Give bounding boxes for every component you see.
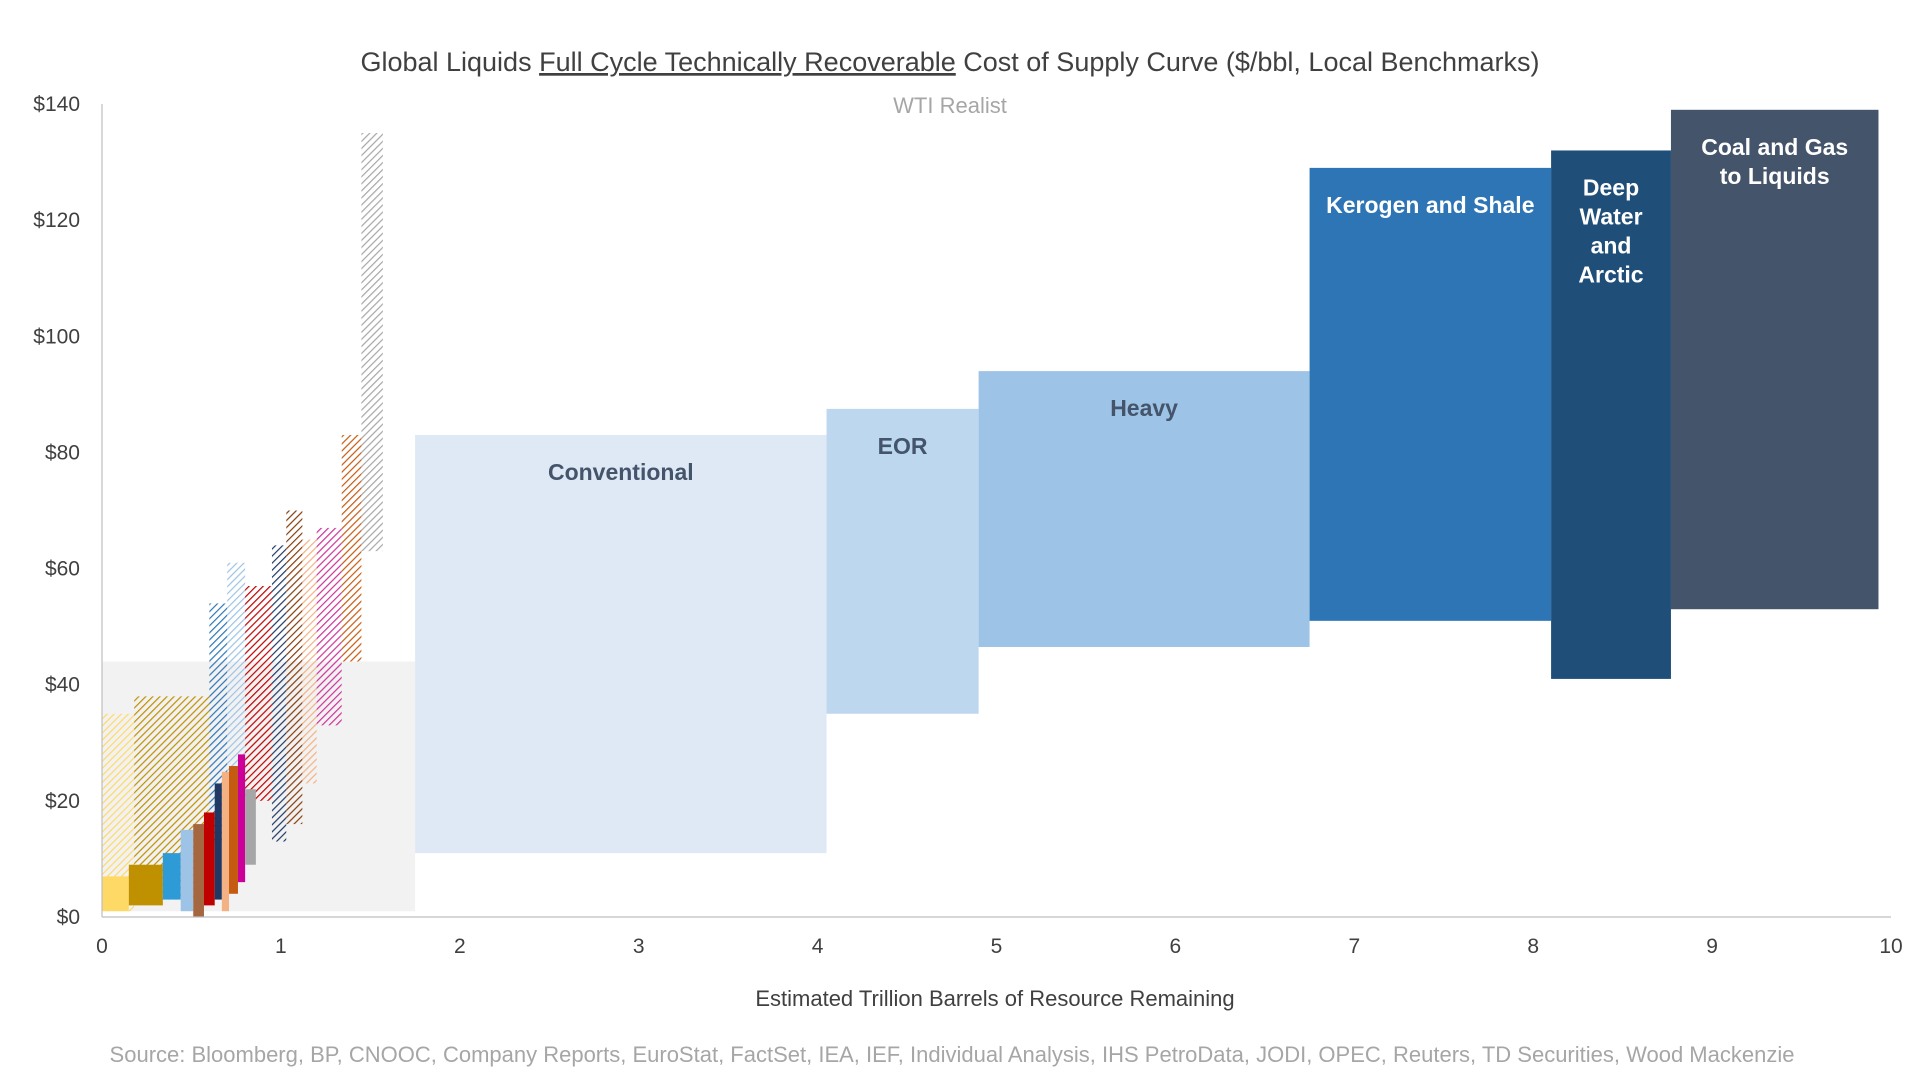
y-axis: $0 $20 $40 $60 $80 $100 $120 $140 [33,93,103,929]
segment-label: Kerogen and Shale [1326,192,1534,218]
x-tick-label: 1 [275,935,287,958]
y-tick-label: $40 [45,674,80,697]
y-tick-label: $20 [45,790,80,813]
chart-title-part-1: Global Liquids [360,47,539,77]
x-tick-label: 9 [1706,935,1718,958]
segment-bar [978,371,1310,647]
segment-bar [415,435,827,854]
chart-title: Global Liquids Full Cycle Technically Re… [360,47,1539,77]
solid-bar [203,812,215,906]
y-tick-label: $60 [45,558,80,581]
source-note: Source: Bloomberg, BP, CNOOC, Company Re… [110,1042,1795,1067]
x-tick-label: 10 [1879,935,1902,958]
x-axis-label: Estimated Trillion Barrels of Resource R… [755,986,1234,1011]
solid-bar [128,864,163,906]
solid-bar [221,771,230,912]
segment-label: Heavy [1110,395,1178,421]
hatched-bar [341,435,362,662]
solid-bar [193,824,204,917]
x-tick-label: 4 [812,935,824,958]
chart-subtitle: WTI Realist [893,93,1007,118]
chart-title-underlined: Full Cycle Technically Recoverable [539,47,956,77]
y-tick-label: $100 [33,325,80,348]
hatched-bar [361,133,383,552]
x-tick-label: 6 [1170,935,1182,958]
solid-bar [237,754,246,883]
x-tick-label: 0 [96,935,108,958]
hatched-bar [271,545,287,842]
chart-title-part-3: Cost of Supply Curve ($/bbl, Local Bench… [956,47,1540,77]
solid-bar [102,876,129,912]
hatched-bar [316,527,342,726]
solid-bar [229,766,238,894]
solid-bar [214,783,222,900]
segment-bar [1309,167,1552,621]
x-tick-label: 5 [991,935,1003,958]
segment-bar [1551,150,1671,679]
hatched-bar [245,585,272,801]
plot-area: Conventional EOR Heavy Kerogen and Shale Dee… [102,109,1879,917]
x-axis: 0 1 2 3 4 5 6 7 8 9 10 [96,916,1903,958]
y-tick-label: $0 [57,906,80,929]
solid-bar [162,853,181,900]
segment-label: Deep Water and Arctic [1578,174,1643,287]
segment-bar [1670,109,1879,610]
segment-label: Coal and Gas to Liquids [1701,134,1848,189]
hatched-bar [302,539,317,784]
segment-label: Conventional [548,459,694,485]
x-tick-label: 3 [633,935,645,958]
x-tick-label: 2 [454,935,466,958]
segment-bar [826,408,979,714]
y-tick-label: $80 [45,441,80,464]
hatched-bar [286,510,303,825]
y-tick-label: $120 [33,209,80,232]
segment-label: EOR [878,433,928,459]
solid-bar [245,789,256,865]
y-tick-label: $140 [33,93,80,116]
solid-bar [180,829,194,912]
x-tick-label: 8 [1527,935,1539,958]
x-tick-label: 7 [1348,935,1360,958]
